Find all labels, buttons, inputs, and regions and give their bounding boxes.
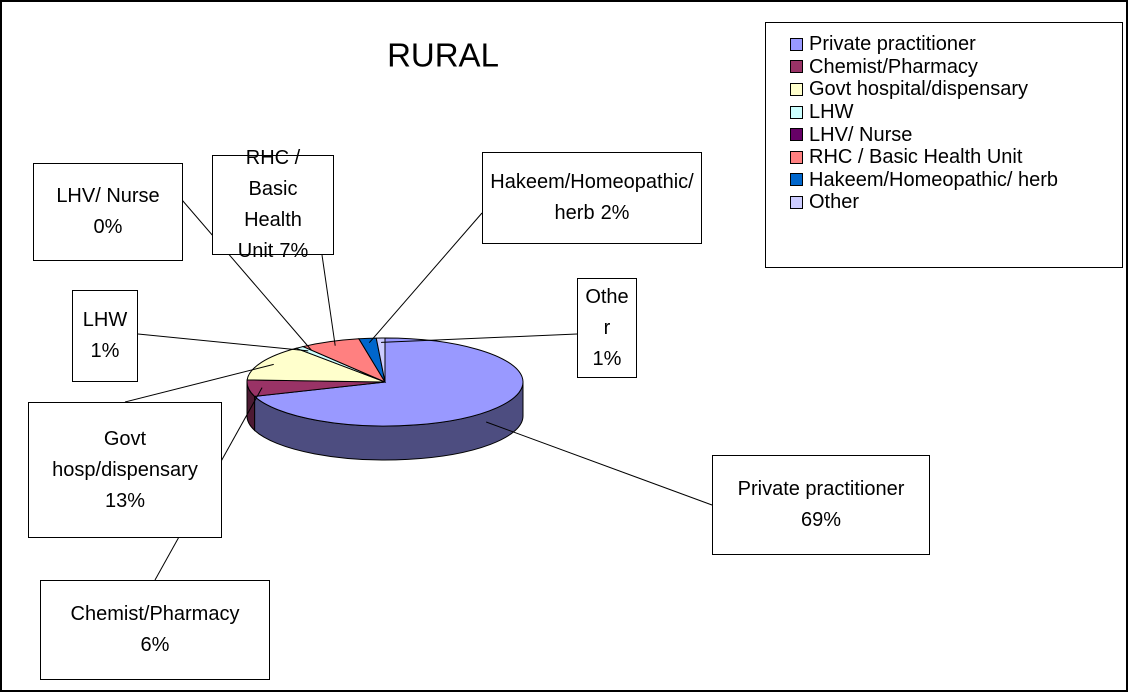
data-label-name: Hakeem/Homeopathic/ herb xyxy=(490,171,694,224)
legend-swatch xyxy=(790,173,803,187)
legend-item: Other xyxy=(790,191,1122,214)
leader-line xyxy=(321,254,336,346)
data-label-value: 13% xyxy=(104,489,146,512)
leader-line xyxy=(368,212,483,344)
leader-line xyxy=(124,363,274,403)
data-label-value: 7% xyxy=(279,240,309,262)
data-label-value: 69% xyxy=(800,509,842,531)
legend-swatch xyxy=(790,105,803,119)
data-label: Chemist/Pharmacy 6% xyxy=(40,580,270,680)
data-label-value: 1% xyxy=(592,347,622,370)
pie-slice xyxy=(253,337,524,427)
pie-slice xyxy=(375,337,386,383)
leader-line xyxy=(169,185,312,351)
data-label-value: 1% xyxy=(90,340,120,362)
legend-item: Govt hospital/dispensary xyxy=(790,78,1122,101)
legend-label: Hakeem/Homeopathic/ herb xyxy=(809,168,1059,191)
legend-label: Chemist/Pharmacy xyxy=(809,55,978,78)
data-label-value: 2% xyxy=(600,202,630,224)
data-label: RHC / Basic Health Unit 7% xyxy=(212,147,334,262)
legend-item: LHV/ Nurse xyxy=(790,123,1122,146)
legend-swatch xyxy=(790,150,803,164)
data-label-name: LHW xyxy=(82,309,128,331)
data-label-value: 6% xyxy=(140,634,170,656)
data-label: Hakeem/Homeopathic/ herb 2% xyxy=(482,152,702,244)
legend: Private practitioner Chemist/Pharmacy Govt… xyxy=(765,22,1123,268)
data-label-name: Other xyxy=(585,285,629,339)
data-label-text: Hakeem/Homeopathic/ herb 2% xyxy=(489,167,695,229)
legend-label: LHV/ Nurse xyxy=(809,123,913,146)
legend-label: RHC / Basic Health Unit xyxy=(809,146,1023,169)
legend-item: Private practitioner xyxy=(790,33,1122,56)
legend-item: Chemist/Pharmacy xyxy=(790,56,1122,79)
legend-label: Other xyxy=(809,191,860,214)
data-label-text: Govt hosp/dispensary 13% xyxy=(35,424,215,517)
chart-title: RURAL xyxy=(387,37,499,74)
data-label-name: Private practitioner xyxy=(737,478,905,500)
data-label-name: Chemist/Pharmacy xyxy=(70,603,240,625)
legend-swatch xyxy=(790,60,803,74)
leader-line xyxy=(381,333,578,343)
pie-tops xyxy=(246,337,524,427)
data-label-name: LHV/ Nurse xyxy=(56,185,160,207)
data-label-name: Govt hosp/dispensary xyxy=(52,427,198,481)
data-label-text: Other 1% xyxy=(584,282,630,375)
legend-item: RHC / Basic Health Unit xyxy=(790,146,1122,169)
data-label-text: Private practitioner 69% xyxy=(738,474,905,536)
leader-line xyxy=(137,333,309,352)
data-label: LHV/ Nurse 0% xyxy=(33,163,183,261)
data-label: Private practitioner 69% xyxy=(712,455,930,555)
data-label-text: LHW 1% xyxy=(83,305,127,367)
leader-line xyxy=(485,421,713,506)
legend-swatch xyxy=(790,195,803,209)
legend-swatch xyxy=(790,128,803,142)
data-label: Other 1% xyxy=(577,278,637,378)
data-label-text: LHV/ Nurse 0% xyxy=(56,181,159,243)
data-label-text: Chemist/Pharmacy 6% xyxy=(71,599,240,661)
data-label-name: RHC / Basic Health Unit xyxy=(237,147,302,262)
data-label-text: RHC / Basic Health Unit 7% xyxy=(219,143,327,267)
legend-item: Hakeem/Homeopathic/ herb xyxy=(790,169,1122,192)
legend-item: LHW xyxy=(790,101,1122,124)
data-label-value: 0% xyxy=(93,216,123,238)
legend-label: LHW xyxy=(809,101,854,124)
legend-label: Private practitioner xyxy=(809,33,976,56)
legend-swatch xyxy=(790,37,803,51)
data-label: Govt hosp/dispensary 13% xyxy=(28,402,222,538)
legend-swatch xyxy=(790,82,803,96)
data-label: LHW 1% xyxy=(72,290,138,382)
legend-label: Govt hospital/dispensary xyxy=(809,78,1029,101)
